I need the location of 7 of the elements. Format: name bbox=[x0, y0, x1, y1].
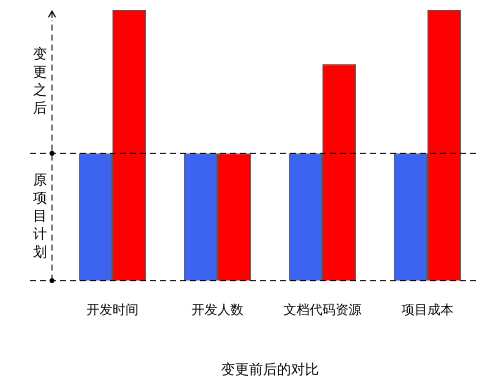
x-tick-label: 开发人数 bbox=[192, 302, 244, 318]
annotation: 变更之后 bbox=[33, 46, 47, 116]
x-tick-label: 文档代码资源 bbox=[284, 302, 362, 318]
x-axis-title: 变更前后的对比 bbox=[221, 362, 319, 378]
x-tick-label: 开发时间 bbox=[86, 302, 138, 318]
x-tick-label: 项目成本 bbox=[402, 302, 454, 318]
annotation: 原项目计划 bbox=[33, 172, 47, 261]
